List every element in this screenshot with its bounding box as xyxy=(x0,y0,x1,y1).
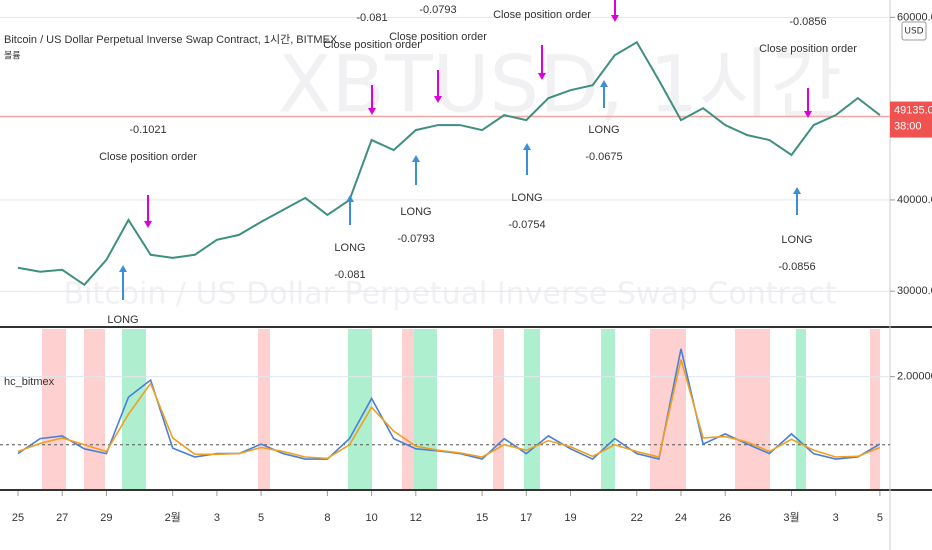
x-tick-label: 3 xyxy=(833,512,839,524)
annotation-text: Close position order xyxy=(99,151,197,163)
signal-arrowhead xyxy=(804,111,812,118)
annotation-text: Close position order xyxy=(493,9,591,21)
signal-arrowhead xyxy=(434,96,442,103)
x-tick-label: 29 xyxy=(100,512,112,524)
countdown-label: 38:00 xyxy=(894,120,922,132)
signal-arrowhead xyxy=(412,155,420,162)
x-tick-label: 25 xyxy=(12,512,24,524)
signal-arrowhead xyxy=(119,265,127,272)
zone xyxy=(84,329,105,489)
zone xyxy=(42,329,66,489)
annotation-text: LONG xyxy=(400,206,431,218)
signal-arrowhead xyxy=(523,143,531,150)
x-tick-label: 17 xyxy=(520,512,532,524)
x-tick-label: 3 xyxy=(214,512,220,524)
signal-zones xyxy=(42,329,880,489)
y-tick-label: 60000.0 xyxy=(897,11,932,23)
annotation-text: -0.081 xyxy=(356,12,387,24)
annotation-text: LONG xyxy=(588,124,619,136)
x-tick-label: 8 xyxy=(324,512,330,524)
annotation-text: Close position order xyxy=(323,39,421,51)
current-price-label: 49135.0 xyxy=(894,104,932,116)
annotation-text: -0.081 xyxy=(334,269,365,281)
x-tick-label: 5 xyxy=(258,512,264,524)
x-tick-label: 10 xyxy=(365,512,377,524)
annotation-text: Close position order xyxy=(389,31,487,43)
annotation-text: LONG xyxy=(511,192,542,204)
x-tick-label: 2월 xyxy=(165,511,181,524)
x-tick-label: 12 xyxy=(410,512,422,524)
annotation-text: LONG xyxy=(107,314,138,326)
zone xyxy=(402,329,414,489)
y-tick-label: 40000.0 xyxy=(897,194,932,206)
watermark-sub: Bitcoin / US Dollar Perpetual Inverse Sw… xyxy=(64,277,837,312)
x-tick-label: 3월 xyxy=(783,511,799,524)
currency-label[interactable]: USD xyxy=(904,27,923,37)
signal-arrowhead xyxy=(144,221,152,228)
zone xyxy=(414,329,437,489)
zone xyxy=(796,329,806,489)
zone xyxy=(735,329,770,489)
x-tick-label: 15 xyxy=(476,512,488,524)
annotation-text: LONG xyxy=(334,242,365,254)
zone xyxy=(258,329,270,489)
annotation-text: -0.0856 xyxy=(778,261,815,273)
annotation-text: Close position order xyxy=(759,43,857,55)
x-tick-label: 19 xyxy=(564,512,576,524)
x-tick-label: 27 xyxy=(56,512,68,524)
x-tick-label: 26 xyxy=(719,512,731,524)
signal-arrowhead xyxy=(538,73,546,80)
indicator-title: hc_bitmex xyxy=(4,376,55,388)
annotation-text: -0.0675 xyxy=(585,151,622,163)
signal-arrowhead xyxy=(368,108,376,115)
series-line xyxy=(17,40,881,287)
signal-arrowhead xyxy=(346,195,354,202)
currency-button[interactable] xyxy=(901,21,927,41)
annotation-text: -0.0754 xyxy=(508,219,545,231)
price-tag xyxy=(890,101,932,138)
annotation-text: -0.0856 xyxy=(789,16,826,28)
annotation-text: -0.1021 xyxy=(129,124,166,136)
volume-label: 볼륨 xyxy=(4,51,21,62)
series-line xyxy=(17,359,881,460)
zone xyxy=(122,329,146,489)
annotation-text: LONG xyxy=(781,234,812,246)
symbol-title: Bitcoin / US Dollar Perpetual Inverse Sw… xyxy=(4,33,338,46)
y-tick-label: 30000.0 xyxy=(897,285,932,297)
y-tick-label: 2.00000000 xyxy=(897,371,932,383)
signal-arrowhead xyxy=(793,187,801,194)
zone xyxy=(601,329,615,489)
x-tick-label: 24 xyxy=(675,512,687,524)
zone xyxy=(348,329,372,489)
annotation-text: -0.0793 xyxy=(397,233,434,245)
signal-arrowhead xyxy=(600,80,608,87)
x-tick-label: 5 xyxy=(877,512,883,524)
x-tick-label: 22 xyxy=(631,512,643,524)
zone xyxy=(870,329,880,489)
signal-arrowhead xyxy=(611,15,619,22)
zone xyxy=(493,329,504,489)
zone xyxy=(524,329,540,489)
annotation-text: -0.0793 xyxy=(419,4,456,16)
